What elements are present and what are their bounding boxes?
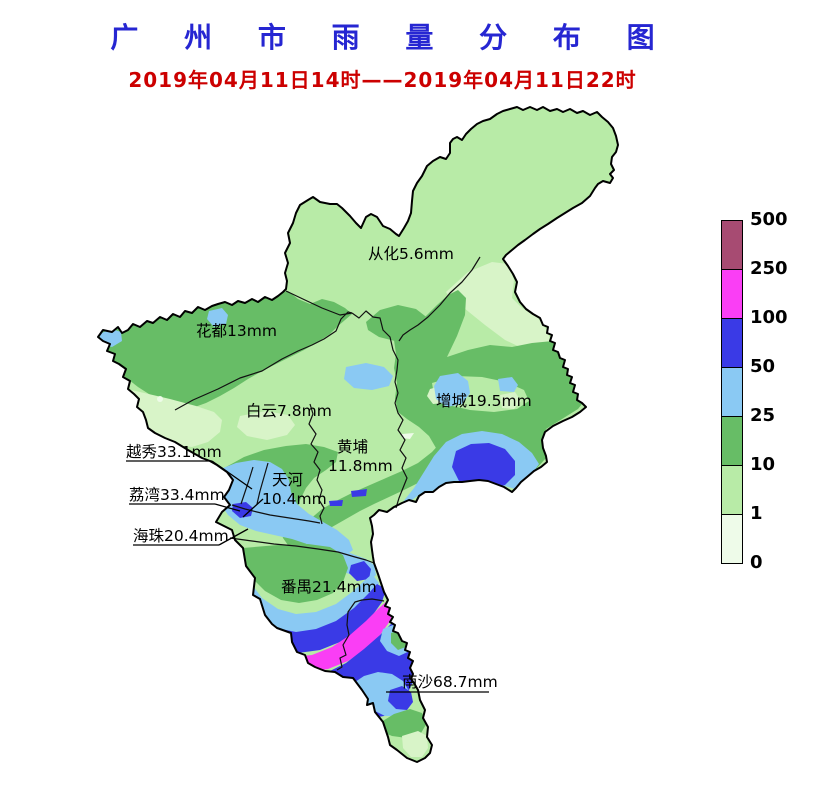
legend-label-1: 1: [750, 503, 763, 524]
legend-block-100-50: [722, 319, 742, 368]
map-label-yuexiu: 越秀33.1mm: [126, 443, 222, 461]
legend-label-50: 50: [750, 356, 776, 377]
legend-label-10: 10: [750, 454, 776, 475]
map-label-huangpu-value: 11.8mm: [328, 457, 393, 475]
map-label-huangpu-name: 黄埔: [337, 438, 368, 456]
header: 广 州 市 雨 量 分 布 图 2019年04月11日14时——2019年04月…: [0, 16, 765, 93]
legend-label-100: 100: [750, 307, 788, 328]
rainfall-legend: 500 250 100 50 25 10 1 0: [721, 211, 811, 580]
legend-label-25: 25: [750, 405, 776, 426]
map-label-tianhe-name: 天河: [272, 471, 303, 489]
map-label-zengcheng: 增城19.5mm: [436, 392, 532, 410]
label-leader-lines: [126, 460, 489, 693]
page-title: 广 州 市 雨 量 分 布 图: [110, 21, 673, 54]
legend-label-0: 0: [750, 552, 763, 573]
legend-block-500-250: [722, 221, 742, 270]
page-subtitle: 2019年04月11日14时——2019年04月11日22时: [128, 68, 637, 92]
legend-block-50-25: [722, 368, 742, 417]
legend-color-bar: [721, 220, 743, 564]
map-label-tianhe-value: 10.4mm: [262, 490, 327, 508]
district-boundaries: [174, 256, 481, 671]
legend-block-25-10: [722, 417, 742, 466]
legend-block-10-1: [722, 466, 742, 515]
city-outline: [97, 106, 619, 763]
map-label-huadu: 花都13mm: [196, 322, 277, 340]
map-label-liwan: 荔湾33.4mm: [129, 486, 225, 504]
legend-block-1-0: [722, 515, 742, 563]
legend-label-500: 500: [750, 209, 788, 230]
district-labels: 从化5.6mm 花都13mm 白云7.8mm 增城19.5mm 黄埔 11.8m…: [126, 245, 532, 691]
map-label-baiyun: 白云7.8mm: [246, 402, 332, 420]
map-label-nansha: 南沙68.7mm: [402, 673, 498, 691]
map-label-conghua: 从化5.6mm: [368, 245, 454, 263]
map-label-haizhu: 海珠20.4mm: [133, 527, 229, 545]
legend-label-250: 250: [750, 258, 788, 279]
map-label-panyu: 番禺21.4mm: [281, 578, 377, 596]
legend-block-250-100: [722, 270, 742, 319]
